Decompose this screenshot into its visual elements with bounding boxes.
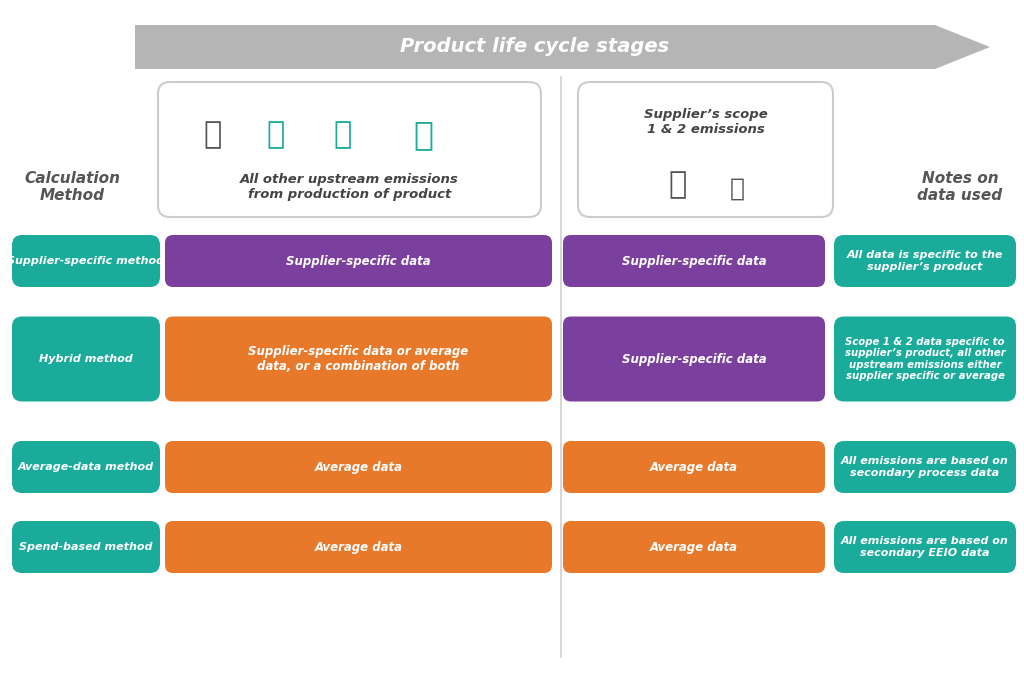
FancyBboxPatch shape bbox=[563, 317, 825, 401]
FancyBboxPatch shape bbox=[12, 235, 160, 287]
FancyBboxPatch shape bbox=[834, 521, 1016, 573]
Text: Hybrid method: Hybrid method bbox=[39, 354, 133, 364]
FancyBboxPatch shape bbox=[834, 317, 1016, 401]
FancyBboxPatch shape bbox=[834, 441, 1016, 493]
Text: 🚛: 🚛 bbox=[413, 118, 433, 152]
Text: Average data: Average data bbox=[650, 540, 738, 554]
FancyBboxPatch shape bbox=[12, 317, 160, 401]
FancyBboxPatch shape bbox=[158, 82, 541, 217]
FancyBboxPatch shape bbox=[578, 82, 833, 217]
Text: All data is specific to the
supplier’s product: All data is specific to the supplier’s p… bbox=[847, 250, 1004, 271]
Text: Spend-based method: Spend-based method bbox=[19, 542, 153, 552]
FancyBboxPatch shape bbox=[563, 235, 825, 287]
FancyBboxPatch shape bbox=[165, 521, 552, 573]
Text: Average data: Average data bbox=[314, 540, 402, 554]
Text: All other upstream emissions
from production of product: All other upstream emissions from produc… bbox=[240, 173, 459, 201]
FancyBboxPatch shape bbox=[12, 441, 160, 493]
Text: Supplier-specific method: Supplier-specific method bbox=[7, 256, 165, 266]
Text: 🏭: 🏭 bbox=[669, 171, 687, 200]
FancyBboxPatch shape bbox=[165, 235, 552, 287]
Text: 🌾: 🌾 bbox=[267, 121, 285, 150]
Polygon shape bbox=[135, 25, 990, 69]
Text: Supplier-specific data: Supplier-specific data bbox=[622, 353, 766, 366]
FancyBboxPatch shape bbox=[834, 235, 1016, 287]
Text: Product life cycle stages: Product life cycle stages bbox=[400, 37, 670, 56]
Text: 🏭: 🏭 bbox=[730, 177, 745, 201]
Text: Average-data method: Average-data method bbox=[18, 462, 154, 472]
Text: 🚃: 🚃 bbox=[204, 121, 222, 150]
Text: Average data: Average data bbox=[314, 460, 402, 473]
Text: 🗑: 🗑 bbox=[334, 121, 352, 150]
Text: Supplier-specific data: Supplier-specific data bbox=[622, 255, 766, 267]
Text: All emissions are based on
secondary EEIO data: All emissions are based on secondary EEI… bbox=[841, 536, 1009, 558]
FancyBboxPatch shape bbox=[563, 521, 825, 573]
Text: All emissions are based on
secondary process data: All emissions are based on secondary pro… bbox=[841, 456, 1009, 478]
FancyBboxPatch shape bbox=[12, 521, 160, 573]
Text: Supplier-specific data: Supplier-specific data bbox=[286, 255, 431, 267]
Text: Calculation
Method: Calculation Method bbox=[24, 171, 120, 203]
FancyBboxPatch shape bbox=[563, 441, 825, 493]
Text: Supplier’s scope
1 & 2 emissions: Supplier’s scope 1 & 2 emissions bbox=[644, 108, 767, 136]
Text: Supplier-specific data or average
data, or a combination of both: Supplier-specific data or average data, … bbox=[249, 345, 469, 373]
Text: Scope 1 & 2 data specific to
supplier’s product, all other
upstream emissions ei: Scope 1 & 2 data specific to supplier’s … bbox=[845, 336, 1006, 381]
FancyBboxPatch shape bbox=[165, 317, 552, 401]
Text: Average data: Average data bbox=[650, 460, 738, 473]
Text: Notes on
data used: Notes on data used bbox=[918, 171, 1002, 203]
FancyBboxPatch shape bbox=[165, 441, 552, 493]
